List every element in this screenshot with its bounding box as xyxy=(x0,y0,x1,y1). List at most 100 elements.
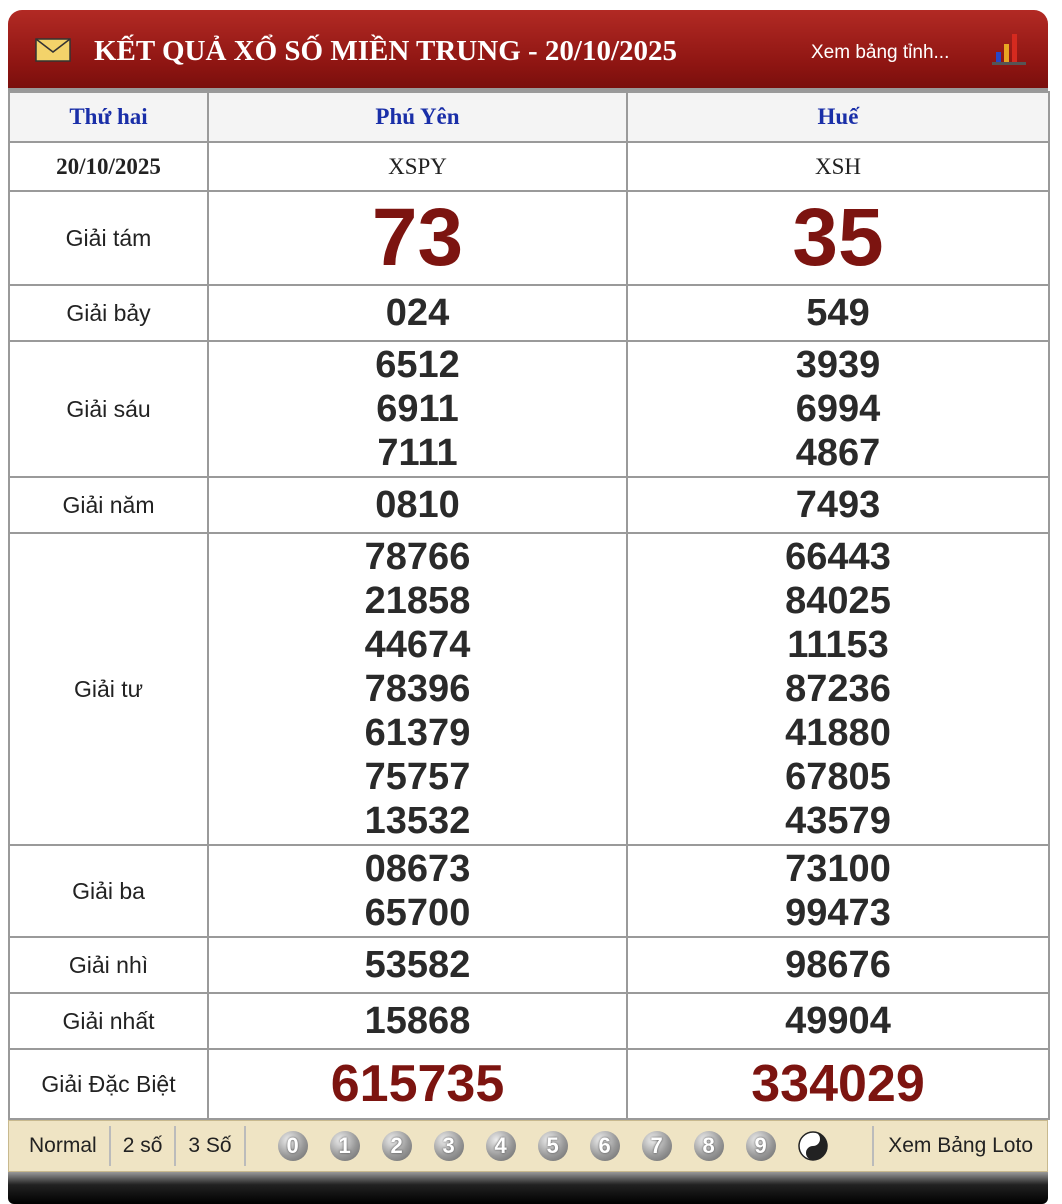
prize-cell: 549 xyxy=(626,284,1050,342)
title: KẾT QUẢ XỔ SỐ MIỀN TRUNG - 20/10/2025 xyxy=(94,35,678,67)
prize-cell: 08673 65700 xyxy=(207,844,628,938)
prize-number: 75757 xyxy=(364,756,471,798)
prize-cell: 78766 21858 44674 78396 61379 75757 13532 xyxy=(207,532,628,846)
prize-number: 6994 xyxy=(795,388,881,430)
prize-number: 615735 xyxy=(330,1055,505,1113)
code-cell: XSPY xyxy=(207,141,628,192)
prize-number: 44674 xyxy=(364,624,471,666)
prize-number: 78396 xyxy=(364,668,471,710)
province-link[interactable]: Xem bảng tỉnh... xyxy=(811,42,950,63)
loto-link[interactable]: Xem Bảng Loto xyxy=(872,1126,1047,1166)
header-row: Thứ hai Phú Yên Huế xyxy=(8,91,1050,143)
prize-cell: 0810 xyxy=(207,476,628,534)
prize-row: Giải tám 73 35 xyxy=(8,190,1050,286)
prize-number: 549 xyxy=(806,292,870,334)
prize-number: 024 xyxy=(385,292,450,334)
prize-label: Giải bảy xyxy=(8,284,209,342)
bottom-bar xyxy=(8,1172,1048,1204)
prize-number: 99473 xyxy=(785,892,891,934)
code-cell: 20/10/2025 xyxy=(8,141,209,192)
prize-number: 49904 xyxy=(785,1000,891,1042)
digit-ball[interactable]: 3 xyxy=(433,1131,464,1161)
prize-cell: 334029 xyxy=(626,1048,1050,1120)
prize-label: Giải nhất xyxy=(8,992,209,1050)
results-table: Thứ hai Phú Yên Huế 20/10/2025 XSPY XSH Giải t… xyxy=(8,91,1050,1120)
prize-label: Giải nhì xyxy=(8,936,209,994)
prize-cell: 615735 xyxy=(207,1048,628,1120)
prize-row: Giải ba 08673 65700 73100 99473 xyxy=(8,844,1050,938)
prize-cell: 35 xyxy=(626,190,1050,286)
prize-cell: 73 xyxy=(207,190,628,286)
digit-ball[interactable]: 6 xyxy=(589,1131,620,1161)
digit-ball[interactable]: 5 xyxy=(537,1131,568,1161)
prize-number: 53582 xyxy=(364,944,471,986)
prize-cell: 53582 xyxy=(207,936,628,994)
prize-number: 13532 xyxy=(364,800,471,842)
prize-number: 84025 xyxy=(785,580,891,622)
digit-ball[interactable]: 0 xyxy=(277,1131,308,1161)
prize-number: 67805 xyxy=(785,756,891,798)
mode-group: Normal 2 số 3 Số xyxy=(9,1126,246,1166)
prize-cell: 66443 84025 11153 87236 41880 67805 43579 xyxy=(626,532,1050,846)
prize-number: 6911 xyxy=(376,388,459,430)
prize-number: 334029 xyxy=(751,1055,925,1113)
prize-number: 08673 xyxy=(364,848,471,890)
prize-cell: 024 xyxy=(207,284,628,342)
prize-label: Giải ba xyxy=(8,844,209,938)
prize-row: Giải bảy 024 549 xyxy=(8,284,1050,342)
prize-number: 43579 xyxy=(785,800,891,842)
digit-ball[interactable]: 8 xyxy=(693,1131,724,1161)
mode-button[interactable]: Normal xyxy=(9,1126,111,1166)
prize-number: 11153 xyxy=(787,624,889,666)
prize-row: Giải nhất 15868 49904 xyxy=(8,992,1050,1050)
prize-label: Giải Đặc Biệt xyxy=(8,1048,209,1120)
header: KẾT QUẢ XỔ SỐ MIỀN TRUNG - 20/10/2025 Xe… xyxy=(8,10,1048,91)
envelope-icon xyxy=(35,38,71,62)
prize-label: Giải tám xyxy=(8,190,209,286)
prize-number: 6512 xyxy=(375,344,460,386)
prize-number: 3939 xyxy=(795,344,881,386)
prize-cell: 15868 xyxy=(207,992,628,1050)
digit-ball[interactable]: 1 xyxy=(329,1131,360,1161)
prize-number: 41880 xyxy=(785,712,891,754)
prize-cell: 49904 xyxy=(626,992,1050,1050)
prize-number: 21858 xyxy=(364,580,471,622)
mode-button[interactable]: 3 Số xyxy=(176,1126,246,1166)
prize-row: Giải tư 78766 21858 44674 78396 61379 75757 135… xyxy=(8,532,1050,846)
prize-number: 61379 xyxy=(364,712,471,754)
prize-number: 73100 xyxy=(785,848,891,890)
digit-ball[interactable]: 2 xyxy=(381,1131,412,1161)
code-row: 20/10/2025 XSPY XSH xyxy=(8,141,1050,192)
prize-number: 73 xyxy=(371,192,464,283)
prize-label: Giải tư xyxy=(8,532,209,846)
digit-ball[interactable]: 9 xyxy=(745,1131,776,1161)
prize-number: 15868 xyxy=(364,1000,471,1042)
prize-number: 7111 xyxy=(377,432,458,474)
prize-number: 87236 xyxy=(785,668,891,710)
column-header: Phú Yên xyxy=(207,91,628,143)
prize-cell: 98676 xyxy=(626,936,1050,994)
code-cell: XSH xyxy=(626,141,1050,192)
column-header: Thứ hai xyxy=(8,91,209,143)
prize-number: 35 xyxy=(792,192,884,283)
prize-cell: 6512 6911 7111 xyxy=(207,340,628,478)
prize-cell: 73100 99473 xyxy=(626,844,1050,938)
prize-row: Giải Đặc Biệt 615735 334029 xyxy=(8,1048,1050,1120)
digit-ball[interactable]: 7 xyxy=(641,1131,672,1161)
prize-number: 0810 xyxy=(375,484,460,526)
prize-label: Giải sáu xyxy=(8,340,209,478)
prize-number: 98676 xyxy=(785,944,891,986)
digit-ball[interactable]: 4 xyxy=(485,1131,516,1161)
prize-label: Giải năm xyxy=(8,476,209,534)
chart-icon xyxy=(992,34,1026,65)
yin-yang-button[interactable] xyxy=(797,1131,828,1161)
mode-button[interactable]: 2 số xyxy=(111,1126,177,1166)
prize-row: Giải năm 0810 7493 xyxy=(8,476,1050,534)
prize-row: Giải sáu 6512 6911 7111 3939 6994 4867 xyxy=(8,340,1050,478)
prize-row: Giải nhì 53582 98676 xyxy=(8,936,1050,994)
prize-cell: 7493 xyxy=(626,476,1050,534)
column-header: Huế xyxy=(626,91,1050,143)
